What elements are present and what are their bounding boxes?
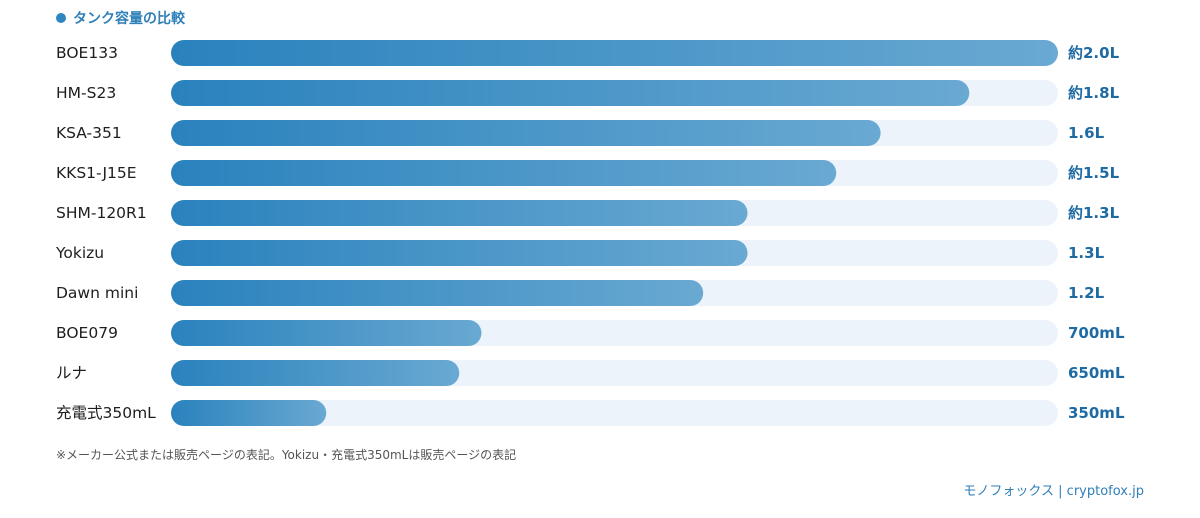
bar (171, 120, 881, 146)
bar (171, 360, 460, 386)
value-label: 1.3L (1068, 244, 1105, 262)
bar (171, 160, 837, 186)
bar (171, 40, 1058, 66)
bar (171, 280, 704, 306)
category-label: BOE079 (56, 324, 118, 342)
category-label: Dawn mini (56, 284, 138, 302)
category-label: BOE133 (56, 44, 118, 62)
category-label: HM-S23 (56, 84, 116, 102)
value-label: 約2.0L (1068, 44, 1120, 62)
value-label: 約1.5L (1068, 164, 1120, 182)
value-label: 650mL (1068, 364, 1125, 382)
category-label: KKS1-J15E (56, 164, 137, 182)
bullet-dot-icon (56, 13, 66, 23)
category-label: KSA-351 (56, 124, 122, 142)
value-label: 1.2L (1068, 284, 1105, 302)
chart-title: タンク容量の比較 (73, 11, 185, 27)
chart-title-row: タンク容量の比較 (56, 8, 185, 28)
footnote: ※メーカー公式または販売ページの表記。Yokizu・充電式350mLは販売ページ… (56, 448, 517, 462)
bar (171, 200, 748, 226)
value-label: 約1.3L (1068, 204, 1120, 222)
value-label: 約1.8L (1068, 84, 1120, 102)
value-label: 1.6L (1068, 124, 1105, 142)
bar (171, 320, 482, 346)
bar-chart: BOE133 約2.0L HM-S23 約1.8L KSA-351 1.6L KKS1-J1… (55, 40, 1125, 426)
category-label: ルナ (56, 364, 87, 382)
bar (171, 400, 327, 426)
bar (171, 80, 970, 106)
bar (171, 240, 748, 266)
category-label: Yokizu (55, 244, 104, 262)
category-label: SHM-120R1 (56, 204, 147, 222)
value-label: 350mL (1068, 404, 1125, 422)
category-label: 充電式350mL (56, 404, 156, 422)
source-credit: モノフォックス | cryptofox.jp (963, 484, 1144, 499)
value-label: 700mL (1068, 324, 1125, 342)
bar-track (171, 400, 1058, 426)
